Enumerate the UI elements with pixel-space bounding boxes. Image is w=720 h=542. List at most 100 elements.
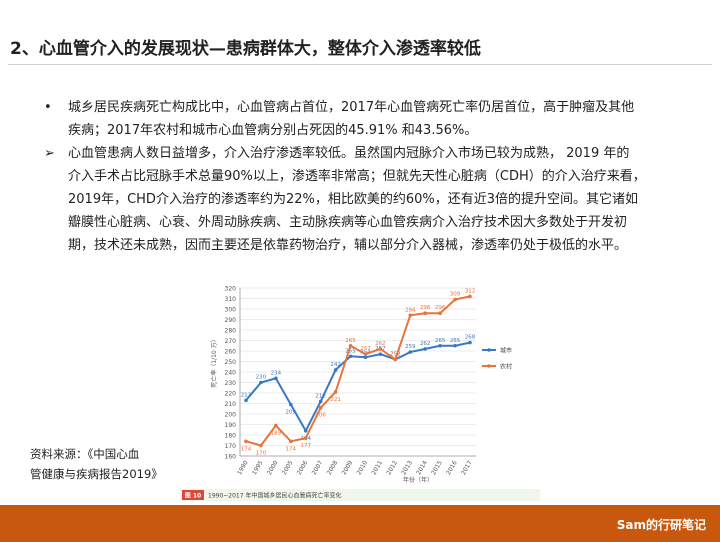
data-point (333, 390, 338, 394)
bullet-text: 心血管患病人数日益增多，介入治疗渗透率较低。虽然国内冠脉介入市场已较为成熟， 2… (68, 142, 694, 257)
title-divider (8, 64, 712, 65)
x-tick-label: 2012 (385, 459, 399, 476)
footer-brand: Sam的行研笔记 (616, 518, 706, 532)
data-label: 262 (420, 341, 431, 347)
data-point (303, 429, 308, 433)
data-label: 262 (375, 341, 386, 347)
y-tick-label: 160 (225, 454, 237, 461)
data-point (274, 376, 278, 381)
x-tick-label: 2008 (326, 459, 340, 476)
data-point (289, 439, 293, 444)
y-tick-label: 200 (225, 412, 237, 419)
x-tick-label: 2014 (415, 459, 429, 476)
y-tick-label: 320 (225, 286, 237, 293)
x-tick-label: 2016 (445, 459, 459, 476)
data-point (378, 352, 383, 356)
data-label: 170 (256, 451, 267, 457)
y-tick-label: 230 (225, 380, 237, 387)
data-point (303, 436, 308, 440)
data-point (423, 347, 427, 351)
data-point (363, 352, 368, 356)
data-label: 265 (450, 338, 461, 344)
y-tick-label: 220 (225, 391, 237, 398)
data-point (438, 311, 442, 315)
data-label: 255 (345, 348, 356, 354)
title-bar: 2、心血管介入的发展现状—患病群体大，整体介入渗透率较低 (0, 0, 720, 62)
bullet-text: 城乡居民疾病死亡构成比中，心血管病占首位，2017年心血管病死亡率仍居首位，高于… (68, 96, 694, 142)
bullet-item-penetration: ➢ 心血管患病人数日益增多，介入治疗渗透率较低。虽然国内冠脉介入市场已较为成熟，… (44, 142, 694, 257)
data-point (408, 350, 413, 354)
y-tick-label: 240 (225, 370, 237, 377)
y-tick-label: 250 (225, 359, 237, 366)
x-tick-label: 2007 (311, 459, 325, 476)
data-label: 268 (465, 335, 476, 341)
data-label: 213 (241, 392, 252, 398)
x-tick-label: 2009 (341, 459, 355, 476)
data-label: 265 (345, 338, 356, 344)
y-tick-label: 170 (225, 443, 237, 450)
bullet-arrow-icon: ➢ (44, 146, 55, 161)
data-label: 230 (256, 375, 267, 381)
x-tick-label: 2017 (460, 459, 474, 476)
bullet-line: 期，技术还未成熟，因而主要还是依靠药物治疗，辅以部分介入器械，渗透率仍处于极低的… (68, 238, 628, 253)
data-label: 309 (450, 292, 461, 298)
data-point (259, 380, 263, 385)
data-point (318, 399, 323, 404)
data-point (333, 368, 338, 372)
caption-bar (180, 489, 540, 501)
bullet-line: 2019年，CHD介入治疗的渗透率约为22%，相比欧美的约60%，还有近3倍的提… (68, 192, 639, 207)
y-tick-label: 190 (225, 422, 237, 429)
data-label: 174 (241, 446, 252, 452)
y-axis-label: 死亡率（1/10 万） (210, 336, 218, 387)
data-point (468, 294, 472, 299)
data-label: 259 (405, 344, 416, 350)
data-point (348, 354, 353, 359)
x-axis-label: 年份（年） (403, 476, 433, 484)
legend-label: 农村 (500, 363, 512, 371)
source-line: 资料来源：《中国心血 (30, 447, 140, 461)
data-label: 294 (405, 307, 416, 313)
bullet-item-mortality: • 城乡居民疾病死亡构成比中，心血管病占首位，2017年心血管病死亡率仍居首位，… (44, 96, 694, 142)
mortality-line-chart: 160 170 180 190 200 210 220 230 240 250 260 270 280 2… (180, 286, 540, 501)
x-tick-label: 2006 (296, 459, 310, 476)
data-point (289, 402, 293, 407)
data-label: 221 (330, 397, 341, 403)
data-label: 254 (360, 349, 371, 355)
data-label: 206 (315, 413, 326, 419)
y-tick-label: 260 (225, 349, 237, 356)
legend-marker (487, 364, 491, 368)
data-label: 189 (271, 431, 282, 437)
bullet-line: 疾病；2017年农村和城市心血管病分别占死因的45.91% 和43.56%。 (68, 123, 478, 138)
y-tick-label: 210 (225, 401, 237, 408)
bullet-line: 瓣膜性心脏病、心衰、外周动脉疾病、主动脉疾病等心血管疾病介入治疗技术因大多数处于… (68, 215, 628, 230)
data-label: 212 (315, 393, 326, 399)
data-label: 296 (435, 305, 446, 311)
x-tick-label: 2010 (355, 459, 369, 476)
bullet-line: 心血管患病人数日益增多，介入治疗渗透率较低。虽然国内冠脉介入市场已较为成熟， 2… (68, 146, 630, 161)
data-point (378, 347, 383, 351)
data-label: 252 (390, 351, 401, 357)
bullet-list: • 城乡居民疾病死亡构成比中，心血管病占首位，2017年心血管病死亡率仍居首位，… (44, 96, 694, 257)
data-point (453, 343, 457, 348)
data-point (318, 405, 323, 410)
source-line: 管健康与疾病报告2019》 (30, 467, 163, 481)
data-label: 174 (286, 446, 297, 452)
x-tick-label: 2000 (266, 459, 280, 476)
data-label: 252 (390, 351, 401, 357)
data-label: 209 (286, 410, 297, 416)
x-tick-label: 2013 (400, 459, 414, 476)
data-point (408, 313, 413, 318)
bullet-dot-icon: • (44, 100, 52, 115)
data-point (348, 343, 353, 348)
bullet-line: 城乡居民疾病死亡构成比中，心血管病占首位，2017年心血管病死亡率仍居首位，高于… (68, 100, 635, 115)
data-point (259, 443, 263, 448)
y-tick-label: 270 (225, 338, 237, 345)
data-point (423, 311, 427, 315)
caption-badge: 图 10 (185, 492, 201, 500)
x-tick-label: 2005 (281, 459, 295, 476)
legend-marker (487, 348, 491, 352)
data-point (244, 439, 248, 444)
footer-bar: Sam的行研笔记 (0, 505, 720, 542)
x-tick-label: 2015 (430, 459, 444, 476)
legend-label: 城市 (500, 347, 512, 355)
